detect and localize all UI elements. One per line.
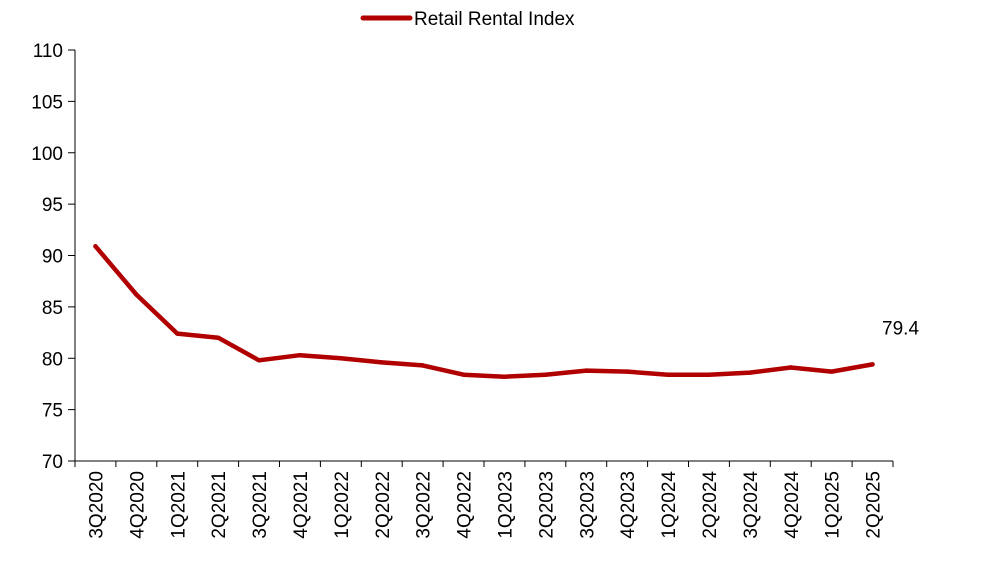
x-tick-label: 2Q2022 [373,471,394,539]
axes [74,50,893,462]
x-tick-label: 4Q2023 [618,471,639,539]
x-tick-label: 2Q2021 [209,471,230,539]
x-tick-label: 1Q2025 [823,471,844,539]
x-tick-label: 3Q2020 [86,471,107,539]
x-tick-label: 2Q2024 [700,471,721,539]
y-tick-label: 85 [42,298,63,319]
data-point [461,372,466,377]
data-label: 79.4 [882,318,919,339]
y-tick-label: 75 [42,401,63,422]
x-tick-label: 3Q2021 [250,471,271,539]
data-point [215,335,221,340]
data-point [747,370,753,375]
x-tick-label: 4Q2024 [782,471,803,539]
data-point [829,369,834,374]
x-tick-label: 1Q2021 [168,471,189,539]
y-axis-ticks: 70 75 80 85 90 95 100 105 110 [31,41,75,473]
data-point [93,244,98,249]
data-point [665,372,671,377]
x-tick-label: 3Q2024 [741,471,762,539]
data-point [379,360,384,365]
x-axis-ticks: 3Q2020 4Q2020 1Q2021 2Q2021 3Q2021 4Q2021 1Q20… [74,461,894,539]
data-point [134,292,139,297]
x-tick-label: 2Q2023 [536,471,557,539]
x-tick-label: 3Q2022 [414,471,435,539]
data-point [624,369,630,374]
x-tick-label: 4Q2020 [127,471,148,539]
data-point [870,362,875,367]
data-point [420,363,425,368]
annotation-layer: 79.4 [882,318,919,339]
y-tick-label: 105 [31,92,63,113]
series-layer [93,244,875,379]
y-tick-label: 70 [42,452,63,473]
data-point [502,374,507,379]
data-point [297,352,303,358]
data-point [175,331,180,336]
data-point [706,372,712,377]
data-point [788,365,793,370]
data-point [584,368,589,373]
x-tick-label: 4Q2021 [291,471,312,539]
x-tick-label: 1Q2023 [495,471,516,539]
y-tick-label: 80 [42,349,63,370]
data-point [256,358,262,363]
legend: Retail Rental Index [360,9,575,30]
legend-label: Retail Rental Index [414,9,575,30]
y-tick-label: 100 [31,144,63,165]
y-tick-label: 90 [42,247,63,268]
x-tick-label: 2Q2025 [864,471,885,539]
x-tick-label: 3Q2023 [577,471,598,539]
x-tick-label: 4Q2022 [455,471,476,539]
data-point [543,372,548,377]
x-tick-label: 1Q2024 [659,471,680,539]
data-point [338,356,344,361]
x-tick-label: 1Q2022 [332,471,353,539]
y-tick-label: 110 [33,41,63,62]
y-tick-label: 95 [42,195,63,216]
series-line [93,244,875,379]
